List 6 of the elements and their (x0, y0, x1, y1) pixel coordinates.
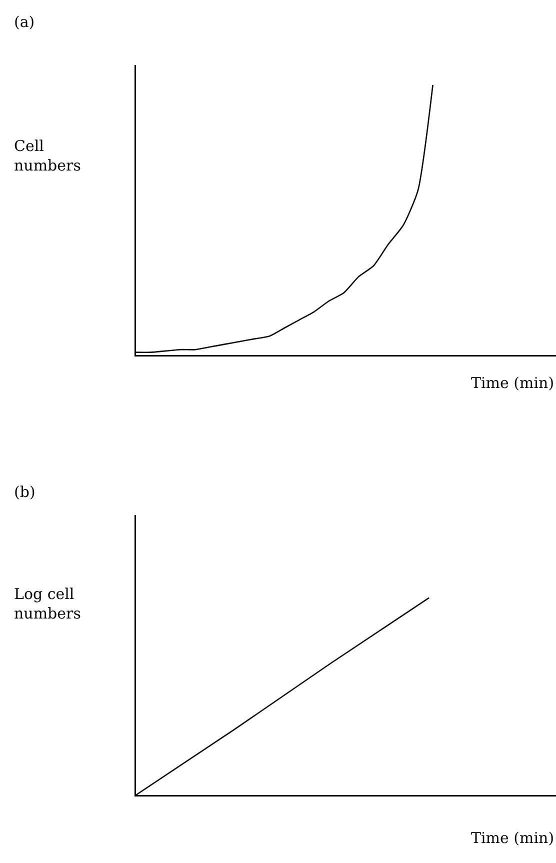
x-axis-title: Time (min) (471, 374, 554, 392)
x-axis-title: Time (min) (471, 829, 554, 847)
text: (a) (14, 13, 35, 31)
text: (b) (14, 483, 36, 501)
y-axis-title: Log cell numbers (14, 585, 81, 622)
y-axis-title: Cell numbers (14, 137, 81, 174)
